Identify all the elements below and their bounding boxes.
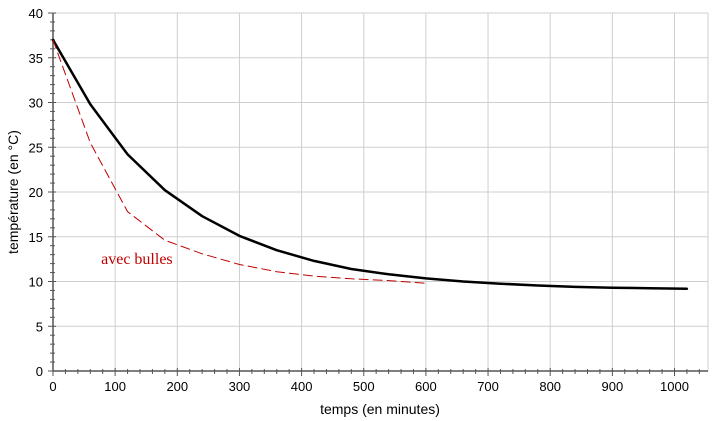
grid (53, 12, 709, 371)
series-lines (51, 38, 689, 290)
axes (48, 12, 708, 376)
y-tick-label: 30 (29, 96, 43, 111)
x-tick-label: 900 (601, 379, 623, 394)
x-tick-label: 800 (539, 379, 561, 394)
annotations: avec bulles (101, 251, 173, 268)
y-tick-label: 5 (36, 319, 43, 334)
series-line-avec-bulles (52, 39, 427, 284)
y-tick-label: 0 (36, 364, 43, 379)
x-tick-label: 600 (415, 379, 437, 394)
x-tick-label: 500 (353, 379, 375, 394)
x-tick-label: 300 (229, 379, 251, 394)
y-axis-label: température (en °C) (5, 130, 21, 254)
x-tick-label: 400 (291, 379, 313, 394)
x-axis-label: temps (en minutes) (320, 401, 440, 417)
x-tick-label: 100 (104, 379, 126, 394)
y-tick-label: 40 (29, 6, 43, 21)
x-tick-label: 0 (49, 379, 56, 394)
series-line-main (51, 38, 689, 290)
x-tick-label: 700 (477, 379, 499, 394)
x-tick-label: 1000 (660, 379, 689, 394)
x-tick-label: 200 (166, 379, 188, 394)
y-tick-label: 10 (29, 275, 43, 290)
y-tick-label: 35 (29, 51, 43, 66)
y-tick-label: 20 (29, 185, 43, 200)
y-tick-label: 25 (29, 140, 43, 155)
annotation-label: avec bulles (101, 251, 173, 268)
y-tick-label: 15 (29, 230, 43, 245)
